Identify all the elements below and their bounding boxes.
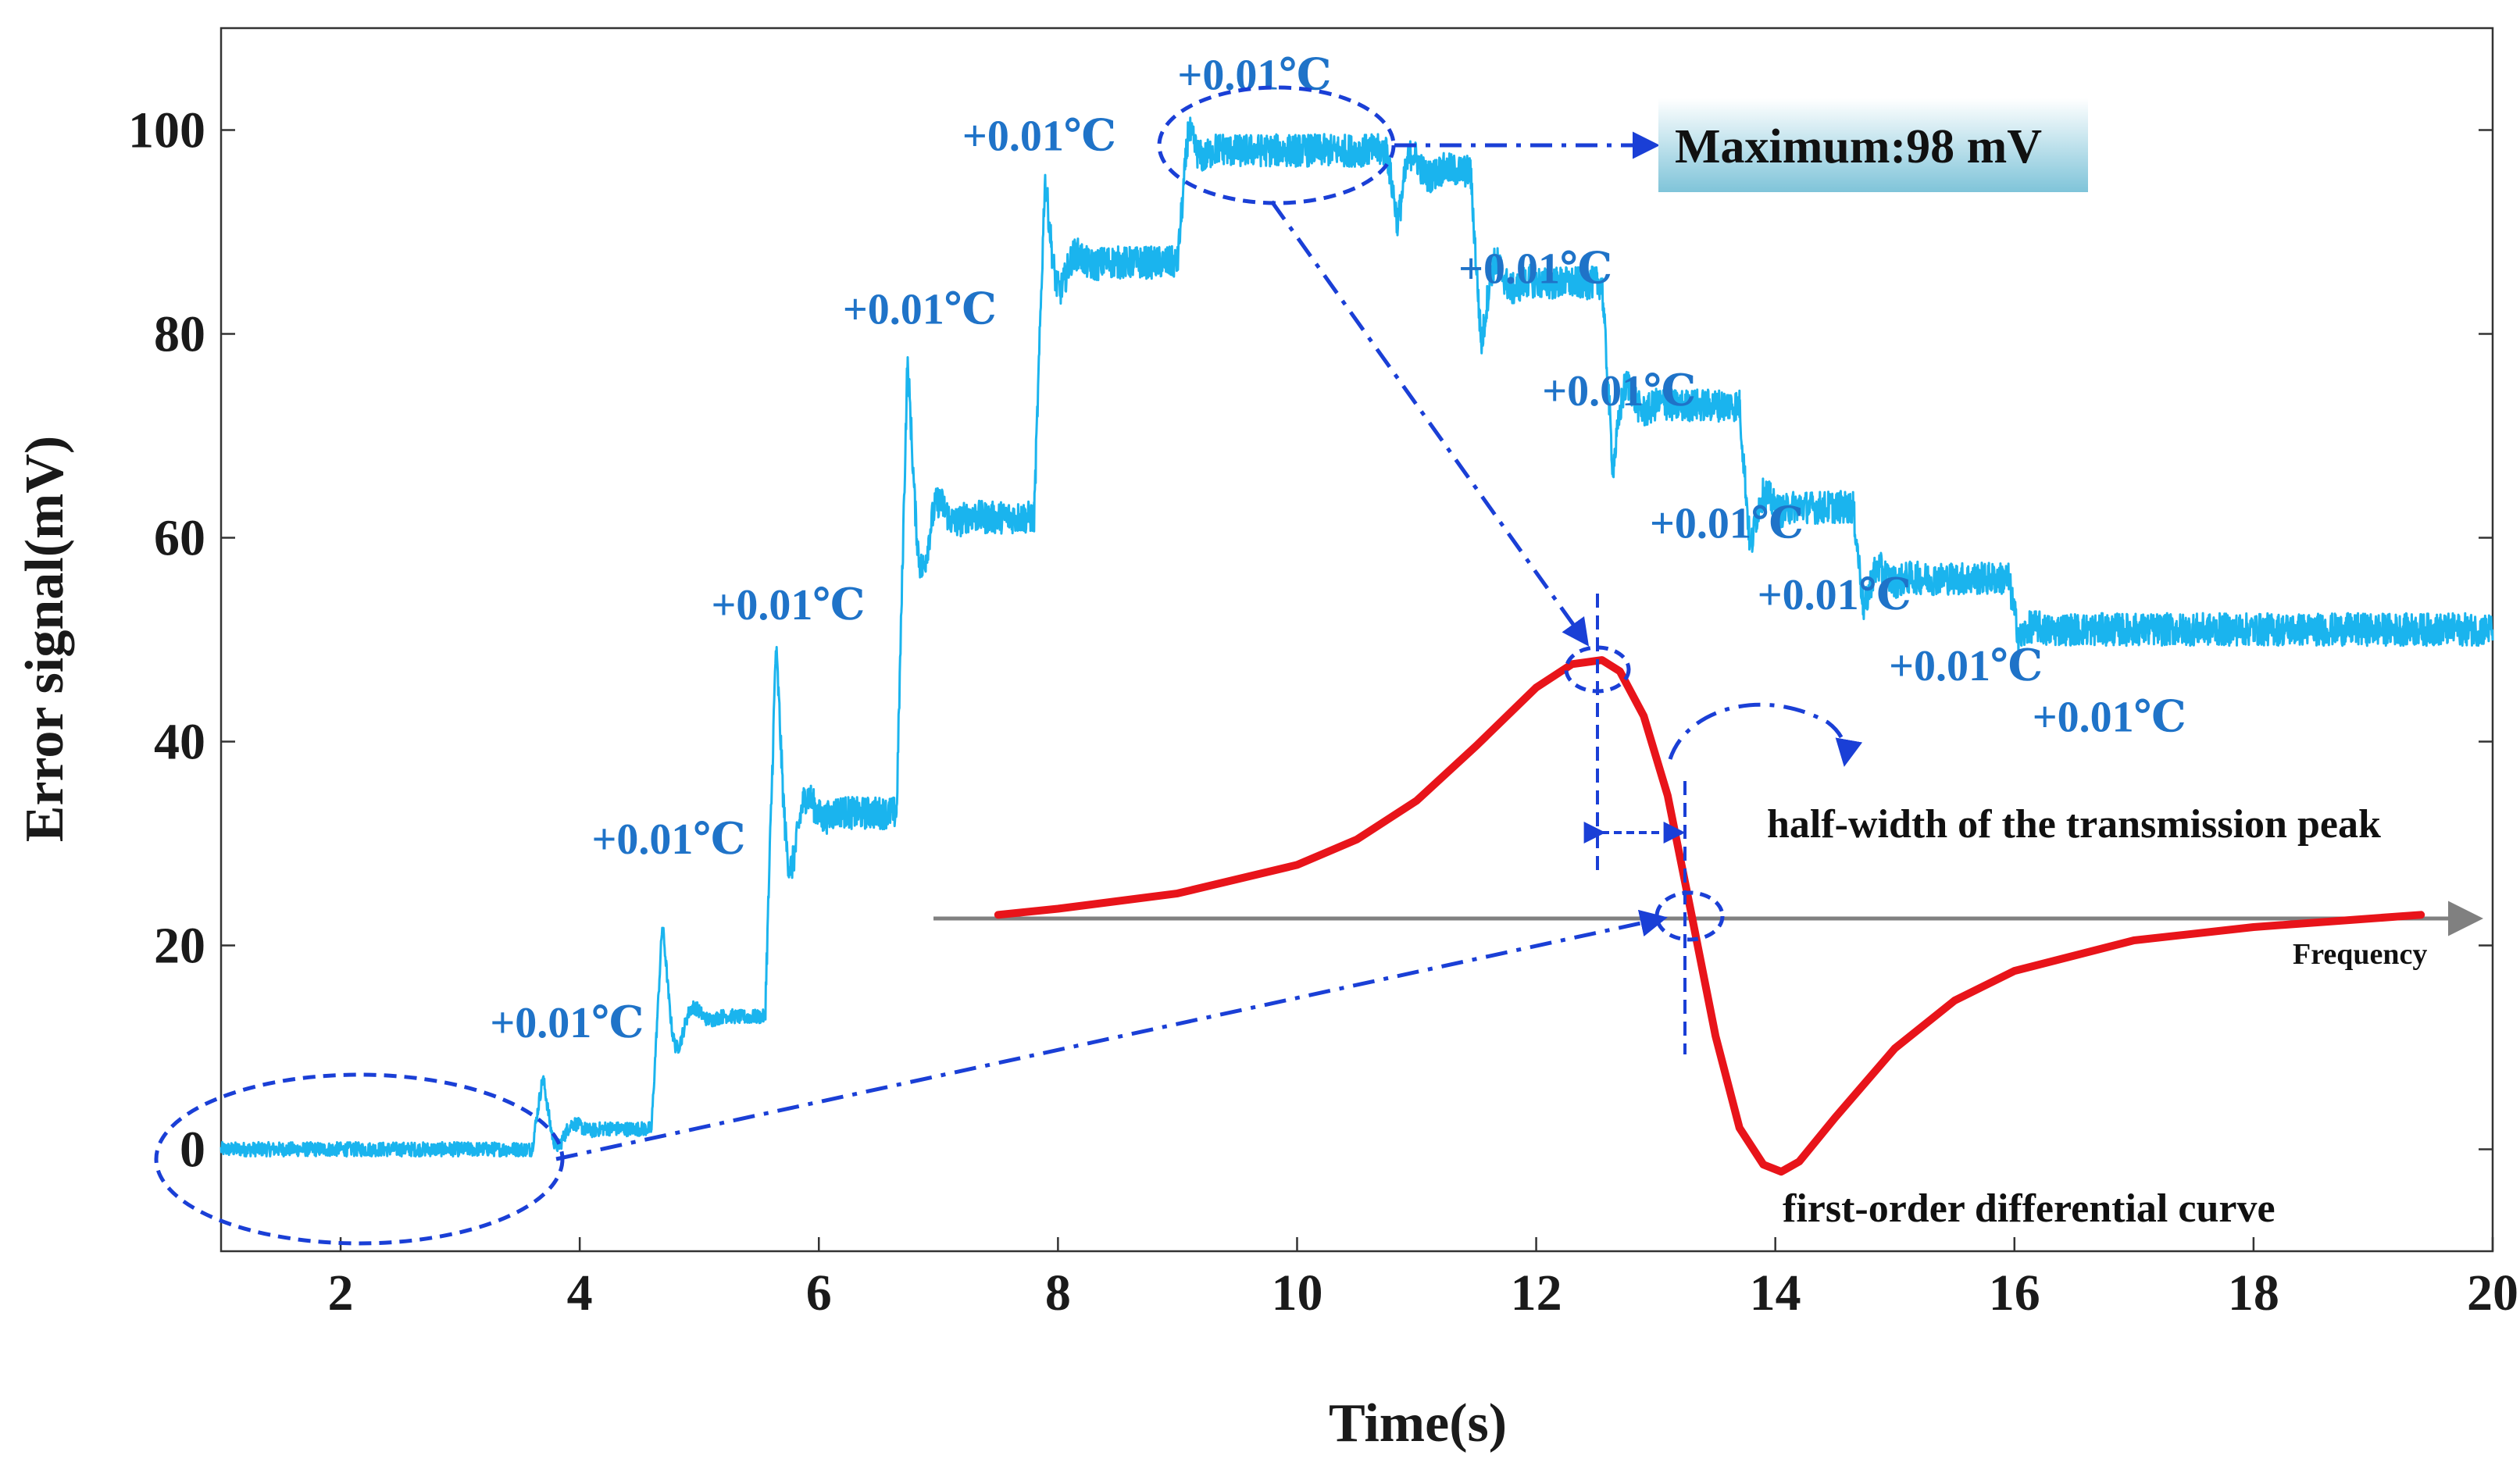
half-width-annotation: half-width of the transmission peak [1767, 802, 2381, 847]
x-tick-label: 8 [1045, 1264, 1071, 1322]
half-width-curved-arrow [1668, 702, 1863, 767]
error-signal-line [220, 116, 2494, 1158]
x-axis-ticks: 2 4 6 8 10 12 14 16 18 20 [328, 1237, 2518, 1322]
y-tick-label: 20 [154, 918, 205, 975]
connector-baseline-arrow [555, 909, 1668, 1161]
y-tick-label: 60 [154, 510, 205, 567]
zero-crossing-highlight-ellipse [1654, 890, 1725, 942]
derivative-series [994, 656, 2425, 1176]
step-label: +0.01℃ [591, 815, 745, 864]
x-tick-label: 14 [1750, 1264, 1801, 1322]
x-tick-label: 18 [2228, 1264, 2279, 1322]
step-label: +0.01℃ [2033, 693, 2186, 741]
step-label: +0.01℃ [1458, 244, 1612, 293]
x-tick-label: 12 [1511, 1264, 1562, 1322]
step-label: +0.01℃ [712, 581, 866, 630]
step-label: +0.01℃ [1177, 51, 1331, 99]
step-label: +0.01℃ [1542, 367, 1696, 416]
x-tick-label: 20 [2467, 1264, 2518, 1322]
x-tick-label: 6 [806, 1264, 832, 1322]
step-label: +0.01℃ [843, 285, 997, 334]
step-labels: +0.01℃+0.01℃+0.01℃+0.01℃+0.01℃+0.01℃+0.0… [490, 51, 2186, 1047]
maximum-label-box [1658, 98, 2088, 192]
frequency-label: Frequency [2293, 938, 2427, 971]
y-axis-ticks: 0 20 40 60 80 100 [128, 102, 2493, 1179]
x-tick-label: 4 [567, 1264, 593, 1322]
error-signal-series [220, 116, 2494, 1158]
step-label: +0.01℃ [1889, 642, 2043, 690]
y-tick-label: 40 [154, 714, 205, 771]
y-tick-label: 100 [128, 102, 205, 159]
y-axis-title: Error signal(mV) [15, 436, 75, 842]
x-tick-label: 16 [1989, 1264, 2040, 1322]
derivative-curve-line [994, 656, 2425, 1176]
x-tick-label: 10 [1271, 1264, 1322, 1322]
step-label: +0.01℃ [1758, 571, 1911, 619]
step-label: +0.01℃ [490, 999, 644, 1047]
plot-frame [220, 27, 2494, 1253]
maximum-label: Maximum:98 mV [1675, 120, 2042, 173]
x-axis-title: Time(s) [1329, 1393, 1507, 1454]
y-tick-label: 80 [154, 306, 205, 363]
x-tick-label: 2 [328, 1264, 354, 1322]
y-tick-label: 0 [180, 1122, 205, 1179]
baseline-highlight-ellipse [154, 1072, 565, 1246]
step-label: +0.01℃ [1650, 500, 1804, 548]
step-label: +0.01℃ [962, 112, 1116, 161]
derivative-curve-annotation: first-order differential curve [1783, 1186, 2275, 1231]
maximum-highlight-ellipse [1157, 85, 1396, 205]
